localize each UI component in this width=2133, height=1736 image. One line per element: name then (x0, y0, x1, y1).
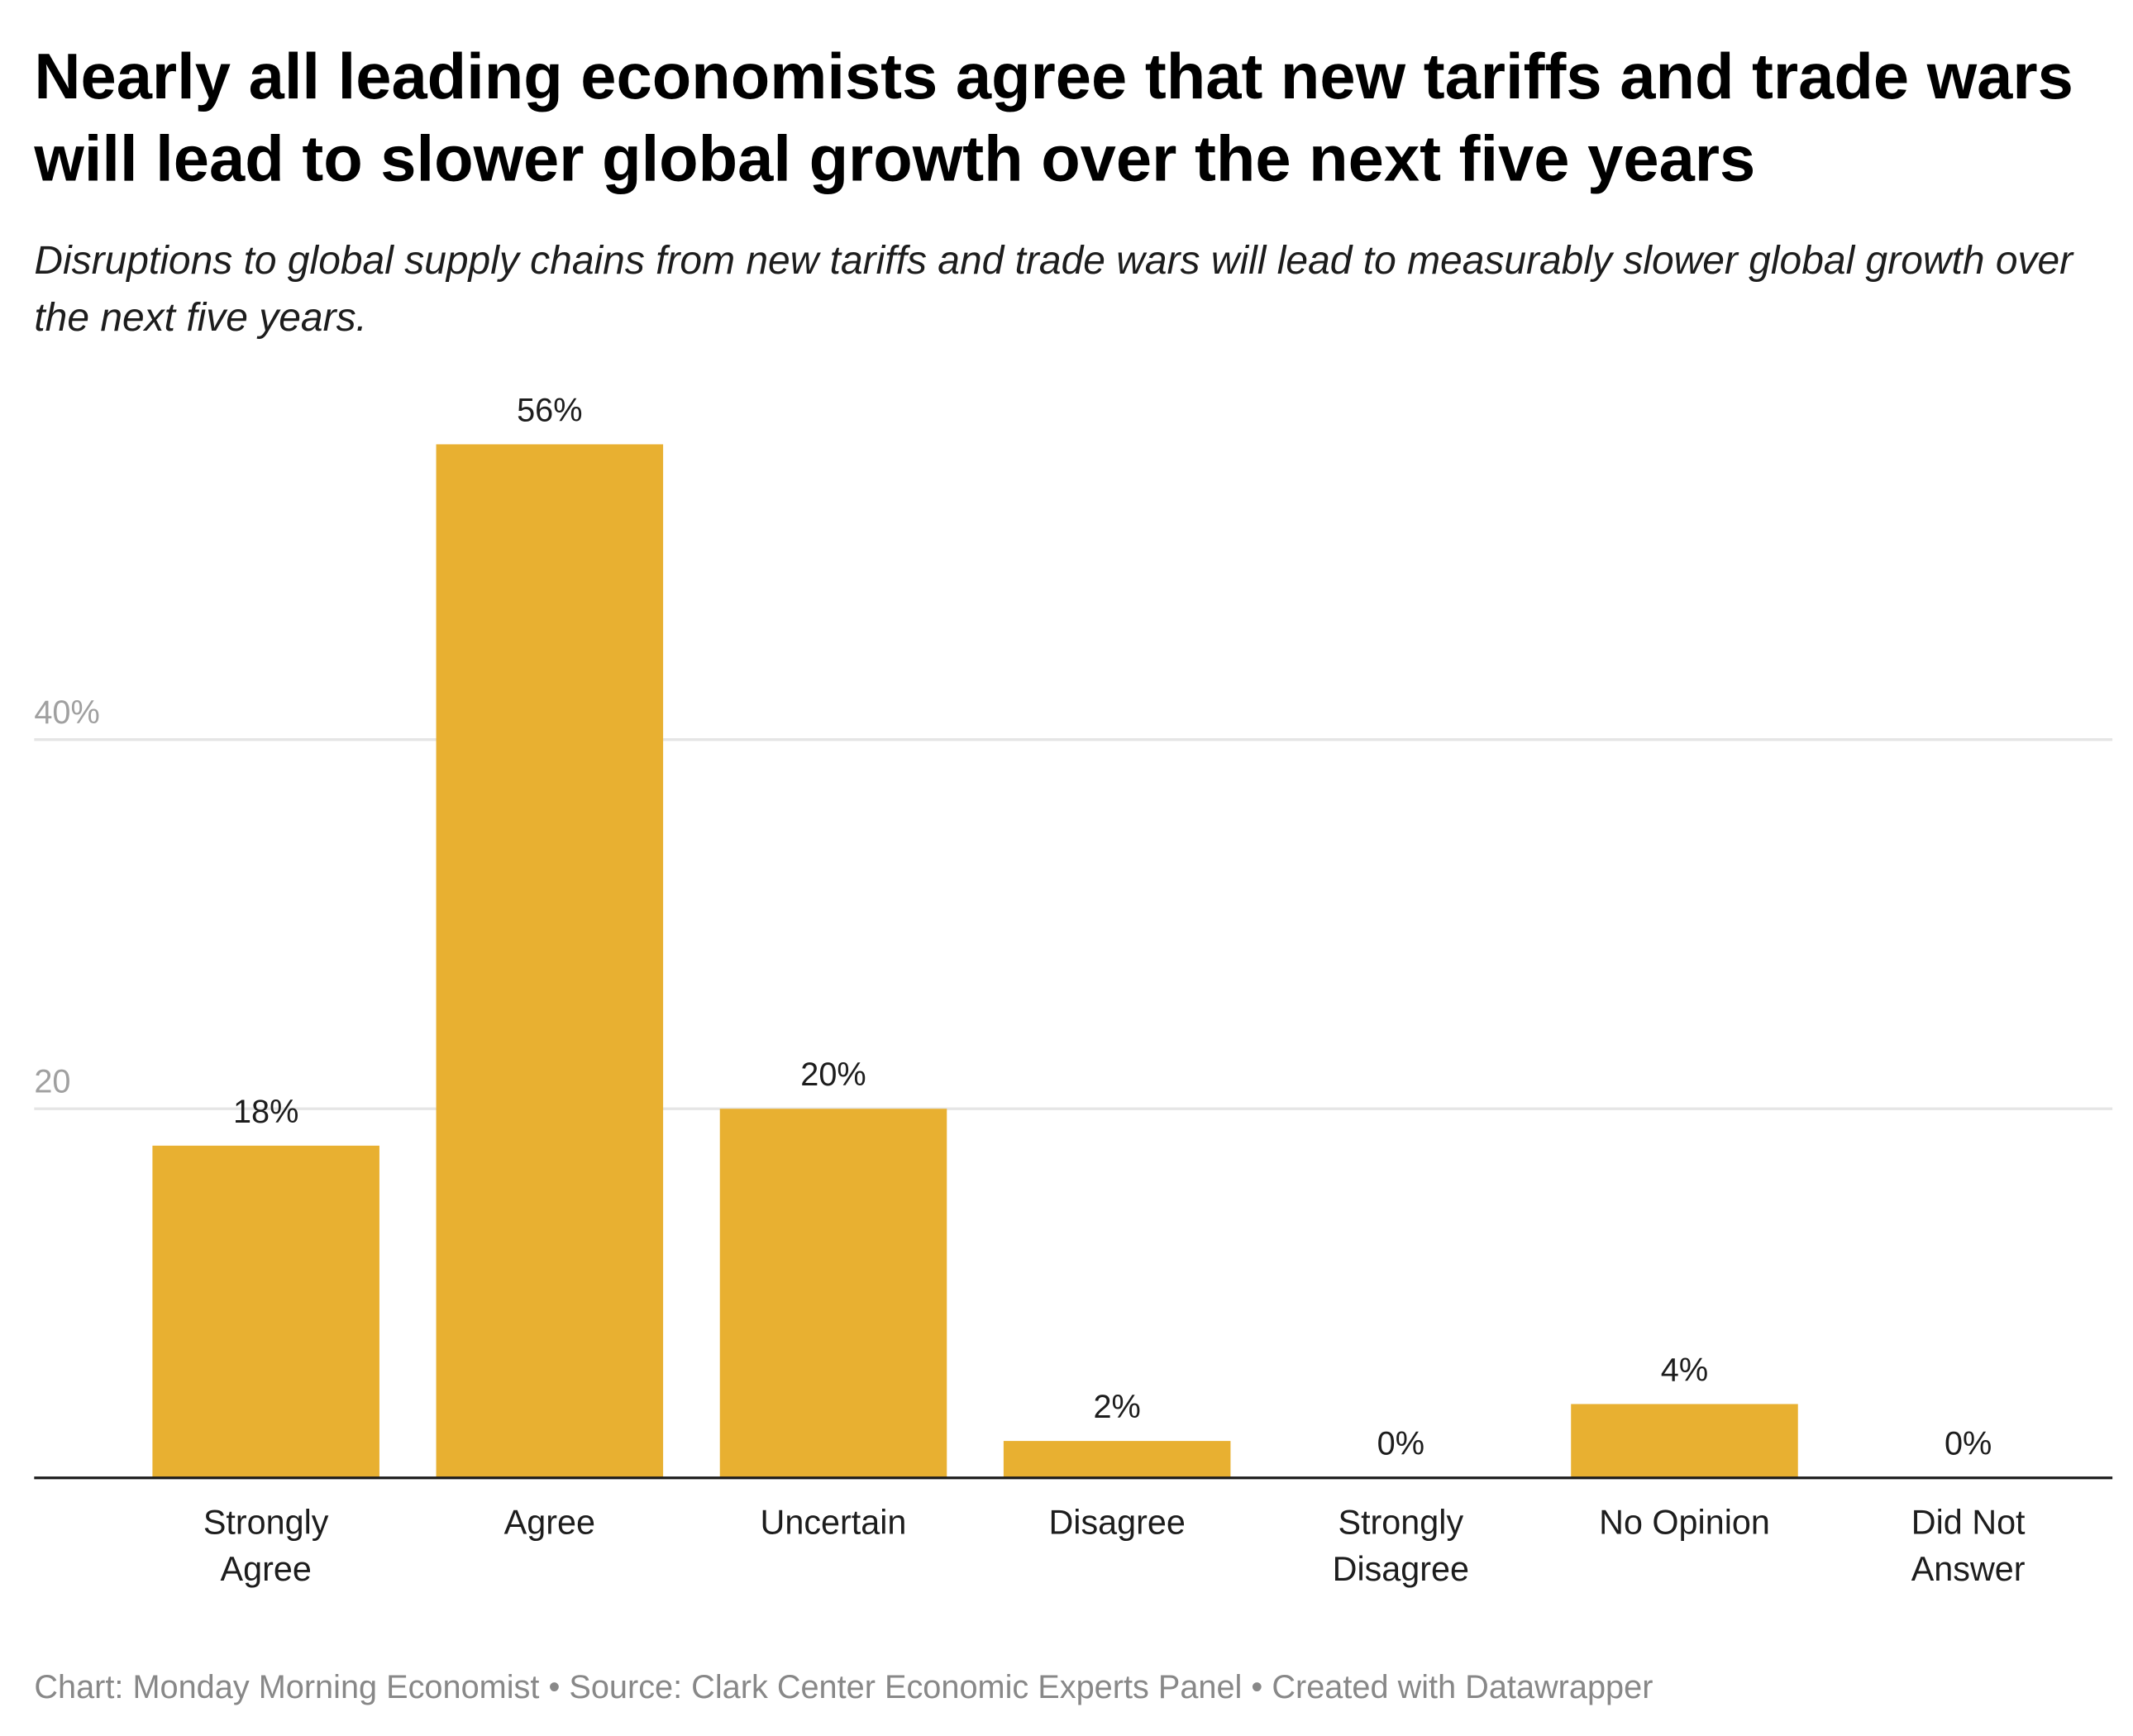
x-tick-label: Strongly (203, 1504, 329, 1542)
x-tick-label: Disagree (1333, 1550, 1469, 1588)
chart-title: Nearly all leading economists agree that… (34, 39, 2073, 194)
x-tick-label: Agree (221, 1550, 312, 1588)
chart-subtitle: Disruptions to global supply chains from… (34, 239, 2073, 341)
data-label: 0% (1377, 1426, 1424, 1462)
data-label: 18% (233, 1094, 298, 1130)
data-label: 20% (800, 1056, 866, 1093)
x-tick-label: Agree (504, 1504, 595, 1542)
x-tick-label: Uncertain (761, 1504, 907, 1542)
x-tick-label: Did Not (1911, 1504, 2026, 1542)
x-tick-label: No Opinion (1599, 1504, 1770, 1542)
bar (152, 1145, 379, 1478)
x-tick-label: Answer (1911, 1550, 2026, 1588)
x-tick-label: Strongly (1338, 1504, 1464, 1542)
y-tick-label: 40% (34, 694, 99, 731)
bar (1003, 1441, 1231, 1478)
data-label: 2% (1093, 1389, 1140, 1425)
data-label: 4% (1661, 1352, 1708, 1388)
bar (719, 1109, 947, 1478)
chart-footer: Chart: Monday Morning Economist • Source… (34, 1669, 1653, 1706)
data-label: 0% (1945, 1426, 1992, 1462)
data-label: 56% (517, 392, 582, 428)
x-tick-label: Disagree (1048, 1504, 1185, 1542)
y-tick-label: 20 (34, 1063, 70, 1099)
bar (1571, 1404, 1798, 1478)
bar (436, 444, 664, 1478)
